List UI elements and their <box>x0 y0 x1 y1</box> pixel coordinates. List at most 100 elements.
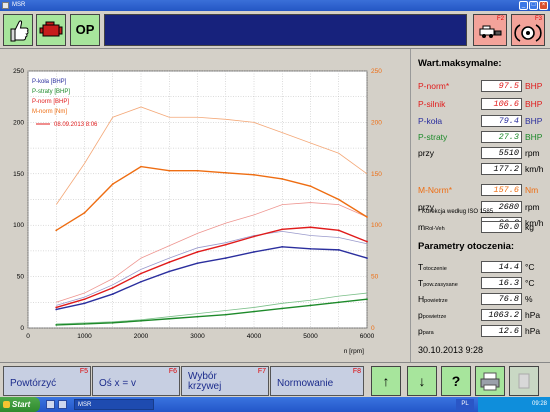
legend-p-straty: P-straty [BHP] <box>32 89 70 95</box>
maximize-button[interactable]: □ <box>529 1 538 10</box>
max-row-unit: BHP <box>525 99 543 109</box>
save-button[interactable] <box>509 366 539 396</box>
series-lines <box>55 165 368 326</box>
max-row-unit: Nm <box>525 185 539 195</box>
env-row-label-sub: powietrze <box>422 314 447 320</box>
series-line <box>56 226 368 309</box>
car-button[interactable]: F2 <box>473 14 507 46</box>
language-indicator[interactable]: PL <box>456 399 474 410</box>
max-row-value: 79.4 <box>481 115 522 127</box>
env-row-label-text: H <box>418 294 425 304</box>
scroll-down-button[interactable]: ↓ <box>407 366 437 396</box>
series-point <box>253 235 255 238</box>
y-tick-label-right: 0 <box>371 325 375 332</box>
select-curve-button[interactable]: F7 Wybór krzywej <box>181 366 269 396</box>
x-tick-label: 2000 <box>134 333 149 340</box>
series-point <box>366 240 368 243</box>
normalize-label: Normowanie <box>277 378 334 389</box>
faint-series-line <box>56 202 368 303</box>
y-tick-label-left: 100 <box>13 222 24 229</box>
windows-icon <box>3 401 10 408</box>
mass-label-sub: Rol-Veh <box>425 226 445 232</box>
series-point <box>309 247 312 250</box>
engine-button[interactable] <box>36 14 66 46</box>
scroll-up-button[interactable]: ↑ <box>371 366 401 396</box>
env-row-value: 16.3 <box>481 277 522 289</box>
env-row-label-text: p <box>418 310 423 320</box>
series-point <box>168 261 171 264</box>
y-tick-label-right: 200 <box>371 119 382 126</box>
thumbs-up-button[interactable] <box>3 14 33 46</box>
op-button[interactable]: OP <box>70 14 100 46</box>
env-row-label: Totoczenie <box>418 262 447 272</box>
x-axis-button[interactable]: F6 Oś x = v <box>92 366 180 396</box>
taskbar-task-msr[interactable]: MSR <box>74 399 154 410</box>
env-row-label-text: p <box>418 326 423 336</box>
series-point <box>140 272 142 275</box>
series-point <box>55 324 58 326</box>
series-point <box>111 321 114 324</box>
y-tick-label-left: 200 <box>13 119 24 126</box>
y-tick-label-right: 150 <box>371 171 382 178</box>
f3-key-label: F3 <box>534 16 542 22</box>
arrow-up-icon: ↑ <box>382 373 390 389</box>
max-row-value: 97.5 <box>481 80 522 92</box>
series-point <box>366 298 368 301</box>
series-point <box>83 302 86 305</box>
normalize-button[interactable]: F8 Normowanie <box>270 366 364 396</box>
quicklaunch-icon-1[interactable] <box>46 400 55 409</box>
dyno-chart-svg: 0 1000 2000 3000 4000 5000 6000050100150200250… <box>13 68 382 355</box>
series-point <box>83 322 86 325</box>
help-icon: ? <box>451 373 461 389</box>
max-row-label: P-koła <box>418 116 443 126</box>
f7-key-label: F7 <box>257 368 266 375</box>
x-tick-label: 6000 <box>360 333 375 340</box>
legend-m-norm: M-norm [Nm] <box>32 109 67 115</box>
max-row-unit: km/h <box>525 164 544 174</box>
f5-key-label: F5 <box>79 368 88 375</box>
series-point <box>281 245 284 248</box>
os-taskbar: Start MSR PL 09:28 <box>0 397 550 412</box>
series-point <box>337 301 340 304</box>
series-point <box>253 310 255 313</box>
brake-button[interactable]: F3 <box>511 14 545 46</box>
repeat-button[interactable]: F5 Powtórzyć <box>3 366 91 396</box>
series-point <box>168 270 171 273</box>
close-button[interactable]: × <box>539 1 548 10</box>
env-row-label-sub: otoczenie <box>423 266 447 272</box>
y-tick-label-right: 250 <box>371 68 382 75</box>
max-row-value: 5510 <box>481 147 522 159</box>
tick-labels: 0 1000 2000 3000 4000 5000 6000050100150200250… <box>13 68 382 340</box>
env-row-label-text: T <box>418 262 424 272</box>
env-row-label-text: T <box>418 278 424 288</box>
env-row-label-sub: pow.zasysane <box>423 282 458 288</box>
quicklaunch-icon-2[interactable] <box>58 400 67 409</box>
env-row-value: 14.4 <box>481 261 522 273</box>
help-button[interactable]: ? <box>441 366 471 396</box>
env-row-label: Hpowietrze <box>418 294 448 304</box>
brake-disc-icon <box>514 24 542 42</box>
minimize-button[interactable]: _ <box>519 1 528 10</box>
system-tray: 09:28 <box>478 397 550 412</box>
x-tick-label: 4000 <box>247 333 262 340</box>
y-tick-label-right: 100 <box>371 222 382 229</box>
faint-series-line <box>56 230 368 306</box>
thumbs-up-icon <box>10 20 29 42</box>
start-label: Start <box>12 400 31 409</box>
correction-note: * Korekcja według ISO 1585 <box>418 209 494 215</box>
max-row-label: P-straty <box>418 132 448 142</box>
max-row-unit: rpm <box>525 202 540 212</box>
toolbar: OP F2 F3 <box>0 11 550 49</box>
select-curve-label: Wybór krzywej <box>188 371 222 392</box>
print-button[interactable] <box>475 366 505 396</box>
series-point <box>281 178 284 180</box>
x-axis-label-btn: Oś x = v <box>99 378 136 389</box>
title-bar: MSR _ □ × <box>0 0 550 11</box>
max-row-unit: km/h <box>525 218 544 228</box>
env-row-label: Tpow.zasysane <box>418 278 458 288</box>
series-point <box>281 307 284 310</box>
dyno-chart: 0 1000 2000 3000 4000 5000 6000 0 50 100 150 200 250… <box>0 49 410 362</box>
start-button[interactable]: Start <box>0 397 40 412</box>
series-point <box>140 280 142 283</box>
